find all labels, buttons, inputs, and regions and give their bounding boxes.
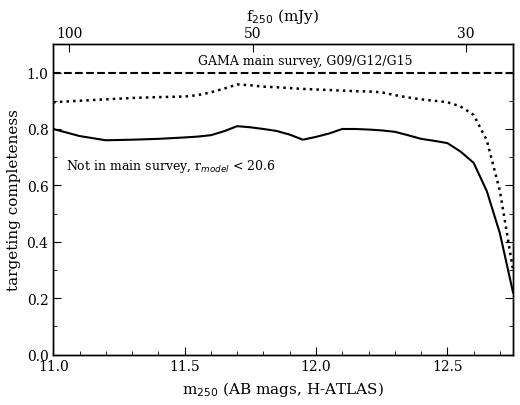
Text: Not in main survey, r$_{model}$ < 20.6: Not in main survey, r$_{model}$ < 20.6 [67,158,276,175]
Text: GAMA main survey, G09/G12/G15: GAMA main survey, G09/G12/G15 [198,55,412,68]
Y-axis label: targeting completeness: targeting completeness [7,109,21,291]
X-axis label: m$_{250}$ (AB mags, H-ATLAS): m$_{250}$ (AB mags, H-ATLAS) [182,379,384,398]
X-axis label: f$_{250}$ (mJy): f$_{250}$ (mJy) [246,7,320,26]
